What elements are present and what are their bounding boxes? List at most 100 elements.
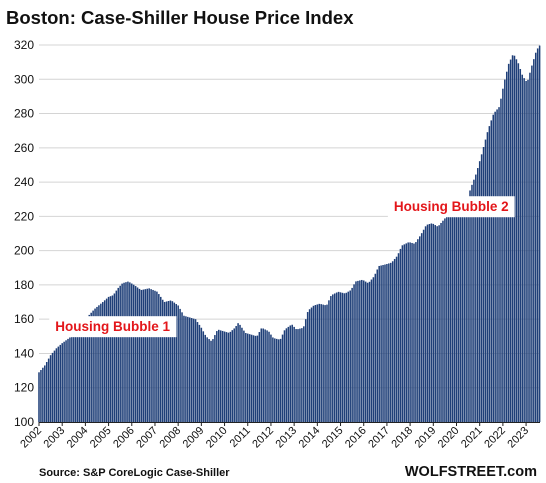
bar [509, 59, 512, 422]
bar [117, 287, 120, 422]
bar [326, 304, 328, 422]
bar [167, 301, 170, 422]
bar [59, 344, 62, 422]
bar [299, 328, 301, 422]
bar [533, 59, 535, 422]
bar [113, 293, 116, 422]
bar [496, 109, 498, 423]
bar [448, 213, 450, 422]
bar [221, 330, 224, 422]
bar [245, 333, 247, 422]
bar [438, 225, 440, 422]
bar [107, 296, 110, 422]
bar [345, 292, 348, 422]
bar [428, 224, 431, 422]
bar [100, 303, 102, 422]
bar [484, 139, 487, 422]
bar [76, 330, 79, 422]
x-tick-label: 2005 [88, 425, 114, 451]
bar [293, 326, 295, 422]
bar [449, 213, 452, 422]
bar [165, 301, 168, 422]
bar [333, 293, 336, 422]
bar [451, 213, 454, 422]
bar [455, 213, 458, 422]
bar [405, 243, 408, 422]
bar [347, 291, 350, 422]
bar [399, 248, 402, 422]
bar [231, 330, 234, 422]
bar [156, 291, 158, 422]
x-tick-label: 2019 [413, 425, 439, 451]
bar [349, 290, 351, 422]
source-note: Source: S&P CoreLogic Case-Shiller [39, 467, 230, 479]
bar [241, 327, 243, 422]
bar [243, 330, 245, 422]
annotation: Housing Bubble 2 [387, 196, 515, 218]
bar [287, 326, 290, 422]
bar [498, 107, 500, 423]
bar [351, 287, 353, 422]
bar [258, 332, 261, 422]
x-tick-label: 2009 [181, 425, 207, 451]
bar [204, 334, 206, 422]
bar [146, 288, 148, 422]
bar [129, 282, 131, 422]
bar [158, 294, 160, 422]
bar [38, 372, 40, 422]
brand-logo: WOLFSTREET.com [405, 464, 537, 480]
bar [420, 233, 423, 422]
bar [150, 289, 152, 422]
bar [422, 229, 425, 422]
bar [444, 218, 446, 422]
bar [328, 300, 330, 422]
bar [461, 209, 464, 422]
bar [504, 79, 506, 422]
bar [198, 324, 201, 422]
bar [297, 329, 299, 422]
bar [490, 120, 493, 423]
y-tick-label: 300 [14, 72, 34, 86]
bar [384, 264, 386, 422]
bar [505, 71, 508, 422]
bar [140, 289, 143, 422]
bar [74, 332, 77, 422]
bar [417, 239, 419, 422]
bar [239, 324, 241, 422]
bar [430, 223, 433, 422]
y-tick-label: 260 [14, 141, 34, 155]
bar [320, 304, 322, 422]
bar [40, 370, 42, 422]
x-tick-label: 2004 [65, 425, 91, 451]
bar [511, 55, 514, 422]
bar [390, 262, 392, 422]
bar [527, 79, 529, 422]
bar [409, 242, 411, 422]
bar [312, 305, 315, 422]
bar [411, 242, 413, 422]
bar [482, 147, 485, 422]
bar [477, 168, 479, 422]
bar [148, 288, 150, 422]
bar [310, 307, 313, 422]
bar [478, 161, 481, 422]
annotation-label: Housing Bubble 2 [394, 199, 509, 214]
bar [523, 78, 525, 422]
bar [73, 334, 75, 422]
bar [127, 281, 129, 422]
bar [407, 242, 409, 422]
x-tick-label: 2016 [343, 425, 369, 451]
bar [42, 367, 44, 422]
bar [214, 335, 216, 422]
bar [507, 63, 510, 422]
x-tick-label: 2010 [204, 425, 230, 451]
bar [374, 273, 377, 422]
bar [262, 328, 264, 422]
bar [361, 279, 363, 422]
y-tick-label: 100 [14, 415, 34, 429]
bar [314, 305, 317, 422]
bar [353, 284, 355, 422]
bar [154, 290, 156, 422]
bar [330, 296, 332, 422]
bar [252, 335, 255, 422]
